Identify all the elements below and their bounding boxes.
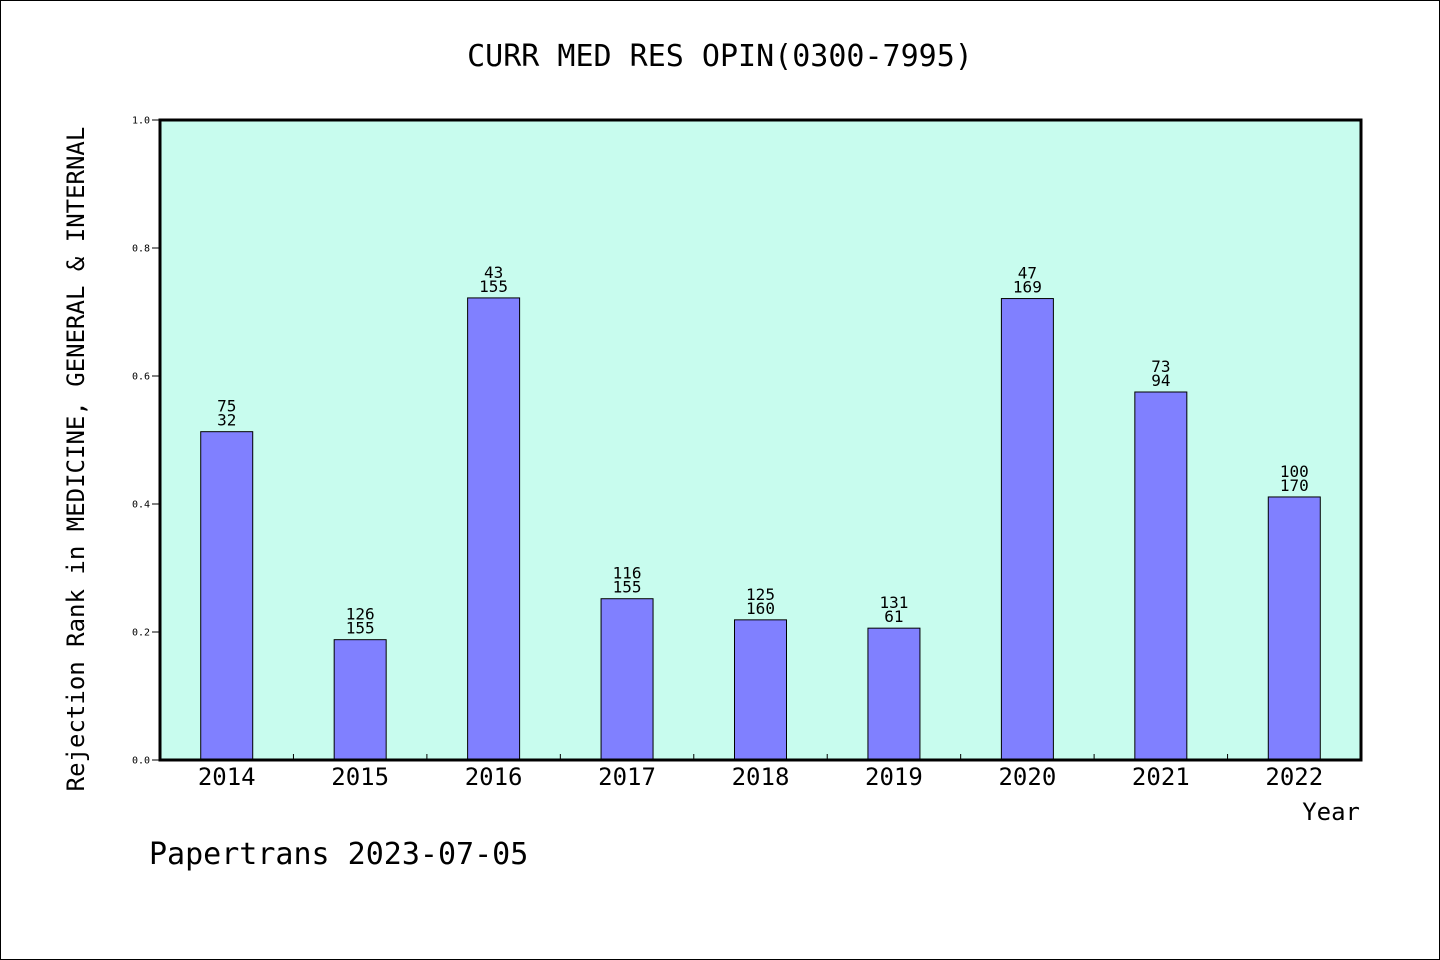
bar-label-2018-2: 160 [746, 599, 775, 618]
bar-2017 [600, 598, 654, 761]
bar-label-2017-2: 155 [613, 578, 642, 597]
y-tick-label-1.0: 1.0 [132, 116, 150, 127]
bar-label-2015-1: 126 [346, 605, 375, 624]
bar-label-2022-2: 170 [1280, 476, 1309, 495]
bar-2016 [467, 297, 521, 761]
bar-label-2015-2: 155 [346, 619, 375, 638]
x-tick-label-2016: 2016 [465, 763, 523, 791]
x-tick-label-2021: 2021 [1132, 763, 1190, 791]
bar-label-2017-1: 116 [613, 564, 642, 583]
y-tick-label-0.8: 0.8 [132, 244, 150, 255]
x-tick-label-2015: 2015 [331, 763, 389, 791]
bar-2021 [1134, 391, 1188, 761]
bar-2022 [1267, 496, 1321, 761]
bar-label-2016-1: 43 [484, 263, 503, 282]
y-axis-label: Rejection Rank in MEDICINE, GENERAL & IN… [62, 127, 90, 792]
x-axis-label: Year [1302, 798, 1360, 826]
x-tick-label-2019: 2019 [865, 763, 923, 791]
x-axis-ticks: 2014 2015 2016 2017 2018 2019 2020 2021 2022 [198, 754, 1323, 791]
y-tick-label-0.2: 0.2 [132, 628, 150, 639]
bar-label-2021-1: 73 [1151, 357, 1170, 376]
y-tick-label-0.6: 0.6 [132, 372, 150, 383]
bar-label-2016-2: 155 [479, 277, 508, 296]
bar-2020 [1000, 298, 1054, 761]
bar-2019 [867, 627, 921, 761]
bar-label-2021-2: 94 [1151, 371, 1170, 390]
bar-label-2019-2: 61 [884, 607, 903, 626]
bars-group [200, 297, 1321, 761]
x-tick-label-2017: 2017 [598, 763, 656, 791]
footer-credit: Papertrans 2023-07-05 [149, 837, 528, 872]
chart-title: CURR MED RES OPIN(0300-7995) [467, 39, 973, 74]
bar-2015 [333, 639, 387, 761]
bar-label-2018-1: 125 [746, 585, 775, 604]
x-tick-label-2022: 2022 [1265, 763, 1323, 791]
bar-label-2020-1: 47 [1018, 264, 1037, 283]
y-axis-ticks: 0.0 0.2 0.4 0.6 0.8 1.0 [132, 116, 160, 767]
bar-label-2022-1: 100 [1280, 462, 1309, 481]
bar-label-2020-2: 169 [1013, 278, 1042, 297]
bar-label-2019-1: 131 [879, 593, 908, 612]
x-tick-label-2020: 2020 [998, 763, 1056, 791]
y-tick-label-0.0: 0.0 [132, 756, 150, 767]
bar-label-2014-1: 75 [217, 397, 236, 416]
bar-2014 [200, 431, 254, 761]
bar-label-2014-2: 32 [217, 411, 236, 430]
bar-2018 [734, 619, 787, 761]
x-tick-label-2014: 2014 [198, 763, 256, 791]
plot-border [158, 118, 1363, 762]
y-tick-label-0.4: 0.4 [132, 500, 150, 511]
x-tick-label-2018: 2018 [732, 763, 790, 791]
